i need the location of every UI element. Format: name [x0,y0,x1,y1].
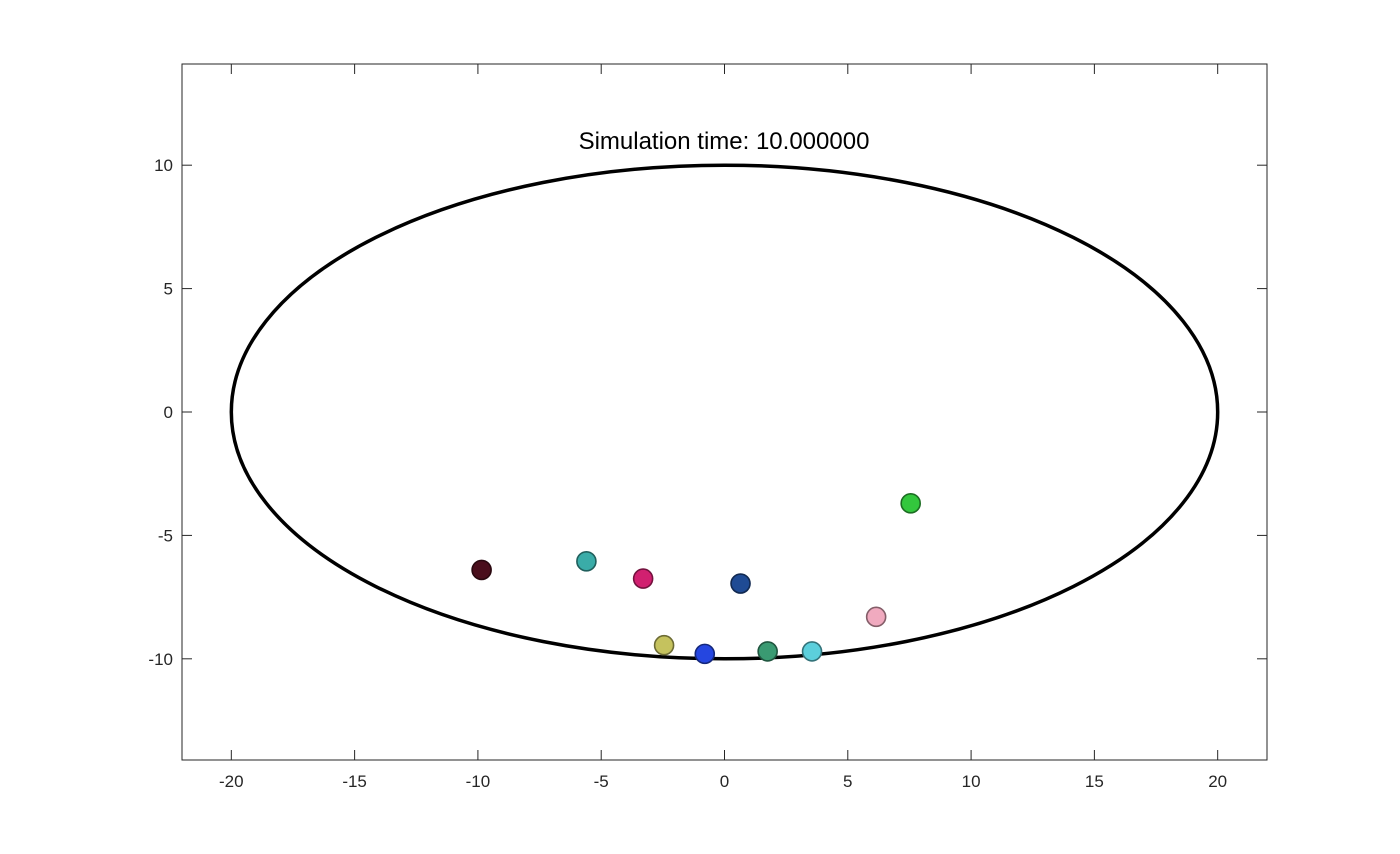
boundary-ellipse [229,163,1220,661]
x-tick-label: -10 [466,772,491,791]
particle-point [632,568,654,589]
particle-point [730,573,751,594]
particle-point [653,634,675,656]
x-tick-label: -15 [342,772,367,791]
x-tick-label: -5 [594,772,609,791]
particle-point [757,641,778,662]
x-tick-label: 20 [1208,772,1227,791]
y-tick-label: -5 [158,526,173,545]
y-tick-label: 5 [164,280,173,299]
axes-ticks [182,64,1267,760]
particle-point [865,606,887,628]
particle-point [801,641,823,662]
x-tick-label: 15 [1085,772,1104,791]
particle-point [900,493,921,514]
particle-point [694,643,716,665]
x-tick-label: 10 [962,772,981,791]
plot-area [181,63,1268,761]
particle-point [471,559,492,581]
x-tick-label: -20 [219,772,244,791]
x-tick-labels: -20 -15 -10 -5 0 5 10 15 20 [219,772,1227,791]
y-tick-label: -10 [148,650,173,669]
particle-point [576,551,597,572]
x-tick-label: 5 [843,772,852,791]
y-tick-label: 0 [164,403,173,422]
x-tick-label: 0 [720,772,729,791]
y-tick-label: 10 [154,156,173,175]
y-tick-labels: -10 -5 0 5 10 [148,156,173,669]
chart-title: Simulation time: 10.000000 [579,128,870,155]
data-points [471,493,921,665]
